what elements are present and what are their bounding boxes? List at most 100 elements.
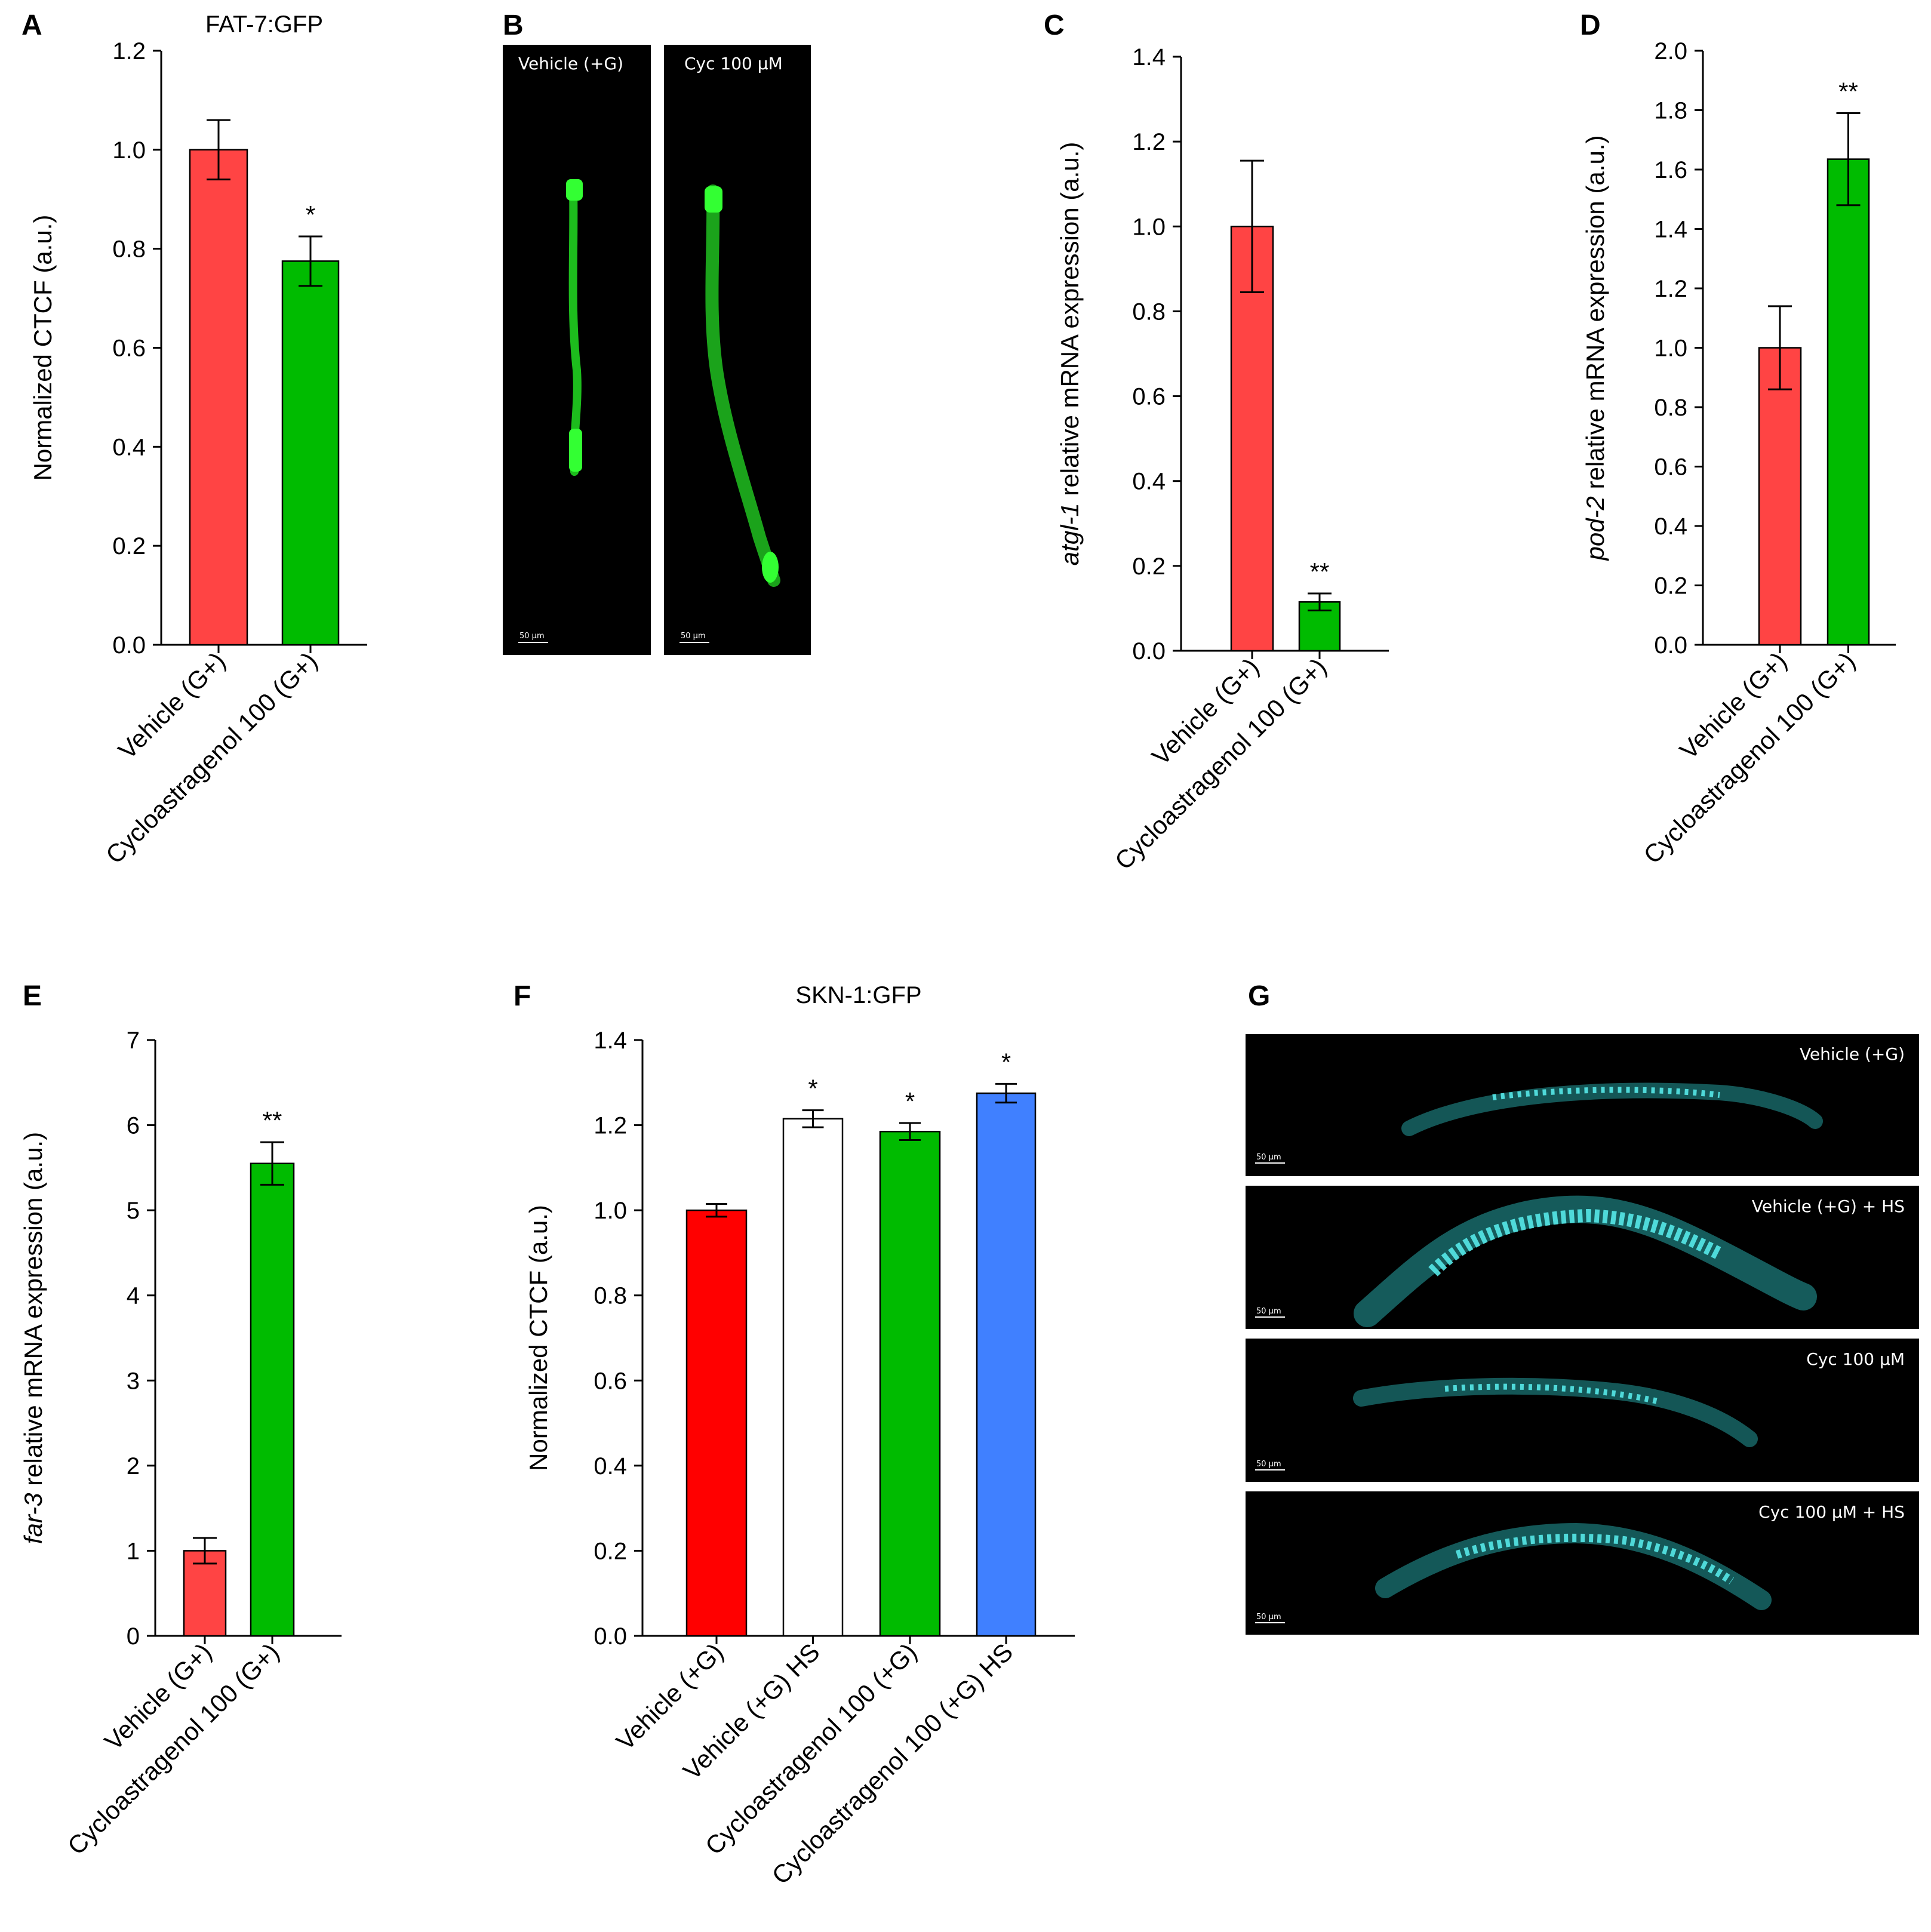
bar-f-1: [685, 1209, 748, 1637]
y-tick-label-a: 1.2: [112, 38, 146, 64]
worm-gfp-cyc: [705, 184, 780, 587]
chart-panel-d: 0.0 0.2 0.4 0.6 0.8 1.0 1.2 1.4 1.6 1.8 2.0 pod-2 r…: [1581, 38, 1896, 869]
scale-bar-label: 50 µm: [681, 632, 706, 641]
scale-bar-label: 50 µm: [1256, 1307, 1281, 1316]
micrograph-b-cyc: Cyc 100 µM 50 µm: [664, 45, 811, 655]
bar-a-2: [281, 260, 340, 646]
y-axis-label-c: atgl-1 relative mRNA expression (a.u.): [1056, 142, 1084, 566]
chart-panel-c: 0.0 0.2 0.4 0.6 0.8 1.0 1.2 1.4 atgl-1 relative …: [1056, 44, 1389, 875]
y-tick-label-f: 1.0: [594, 1198, 627, 1224]
micrograph-g-cyc: Cyc 100 µM 50 µm: [1246, 1339, 1919, 1482]
y-tick-label-f: 0.6: [594, 1368, 627, 1394]
y-tick-label-d: 1.6: [1654, 157, 1687, 183]
y-tick-label-c: 0.2: [1132, 553, 1166, 580]
y-tick-label-d: 1.2: [1654, 276, 1687, 302]
micrograph-g-caption-4: Cyc 100 µM + HS: [1758, 1502, 1905, 1522]
y-tick-label-c: 0.6: [1132, 384, 1166, 410]
micrograph-g-caption-2: Vehicle (+G) + HS: [1752, 1196, 1905, 1216]
y-tick-label-d: 0.2: [1654, 573, 1687, 599]
y-tick-label-d: 0.0: [1654, 632, 1687, 659]
y-axis-label-a: Normalized CTCF (a.u.): [29, 215, 57, 481]
y-tick-label-a: 1.0: [112, 137, 146, 164]
y-tick-label-d: 1.0: [1654, 336, 1687, 362]
y-axis-label-text-c: relative mRNA expression (a.u.): [1056, 142, 1084, 503]
significance-f-4: *: [1001, 1048, 1011, 1076]
y-axis-label-d: pod-2 relative mRNA expression (a.u.): [1581, 136, 1609, 562]
significance-c-2: **: [1310, 558, 1330, 586]
y-tick-label-f: 0.8: [594, 1283, 627, 1309]
panel-letter-e: E: [23, 980, 42, 1012]
y-tick-label-e: 3: [127, 1368, 140, 1394]
bar-f-4: [976, 1092, 1037, 1637]
y-axis-label-gene-e: far-3: [19, 1493, 47, 1544]
micrograph-b-vehicle: Vehicle (+G) 50 µm: [503, 45, 651, 655]
significance-f-3: *: [905, 1087, 915, 1115]
bar-f-3: [879, 1131, 941, 1637]
scale-bar-label: 50 µm: [1256, 1613, 1281, 1622]
y-tick-label-c: 0.8: [1132, 299, 1166, 325]
bar-f-2: [782, 1118, 844, 1637]
y-tick-label-d: 1.8: [1654, 98, 1687, 124]
y-tick-label-a: 0.8: [112, 236, 146, 263]
bar-e-1: [183, 1550, 227, 1637]
scale-bar-label: 50 µm: [1256, 1460, 1281, 1469]
panel-letter-g: G: [1248, 980, 1270, 1012]
micrograph-g-caption-3: Cyc 100 µM: [1806, 1349, 1905, 1369]
y-tick-label-e: 1: [127, 1538, 140, 1564]
y-tick-label-c: 1.4: [1132, 44, 1166, 70]
y-tick-label-c: 0.4: [1132, 469, 1166, 495]
bar-d-2: [1827, 158, 1870, 646]
micrograph-g-vehicle-hs: Vehicle (+G) + HS 50 µm: [1246, 1186, 1919, 1329]
bar-c-1: [1230, 226, 1274, 652]
micrograph-b-vehicle-caption: Vehicle (+G): [518, 54, 623, 73]
y-tick-label-f: 0.0: [594, 1623, 627, 1650]
y-tick-label-e: 5: [127, 1198, 140, 1224]
y-tick-label-e: 6: [127, 1113, 140, 1139]
y-tick-label-f: 0.2: [594, 1538, 627, 1564]
y-axis-label-gene-c: atgl-1: [1056, 503, 1084, 565]
y-tick-label-d: 0.8: [1654, 395, 1687, 421]
y-tick-label-a: 0.4: [112, 434, 146, 460]
scale-bar-label: 50 µm: [1256, 1153, 1281, 1162]
micrograph-b-cyc-caption: Cyc 100 µM: [684, 54, 783, 73]
micrograph-g-cyc-hs: Cyc 100 µM + HS 50 µm: [1246, 1491, 1919, 1635]
worm-cyan-4: [1375, 1522, 1772, 1610]
chart-panel-a: FAT-7:GFP 0.0 0.2 0.4 0.6 0.8 1.0 1.2 Normalized…: [29, 11, 367, 869]
y-axis-label-text-e: relative mRNA expression (a.u.): [19, 1132, 47, 1493]
panel-letter-a: A: [21, 10, 42, 41]
chart-title-f: SKN-1:GFP: [795, 982, 921, 1008]
y-tick-label-c: 1.0: [1132, 214, 1166, 240]
y-tick-label-a: 0.0: [112, 632, 146, 659]
panel-letter-c: C: [1044, 10, 1065, 41]
y-tick-label-e: 7: [127, 1027, 140, 1054]
chart-panel-f: SKN-1:GFP 0.0 0.2 0.4 0.6 0.8 1.0 1.2 1.4 Normali…: [524, 982, 1075, 1890]
y-tick-label-c: 1.2: [1132, 129, 1166, 155]
y-tick-label-d: 2.0: [1654, 38, 1687, 64]
significance-d-2: **: [1838, 77, 1858, 105]
chart-title-a: FAT-7:GFP: [205, 11, 323, 38]
y-tick-label-f: 1.4: [594, 1027, 627, 1054]
y-tick-label-e: 2: [127, 1453, 140, 1479]
worm-cyan-1: [1401, 1082, 1823, 1136]
scale-bar-label: 50 µm: [519, 632, 545, 641]
chart-panel-e: 0 1 2 3 4 5 6 7 far-3 relative mRNA expression (…: [19, 1027, 342, 1860]
panel-letter-f: F: [514, 980, 531, 1012]
significance-e-2: **: [263, 1106, 282, 1134]
significance-a-2: *: [306, 201, 315, 229]
y-axis-label-e: far-3 relative mRNA expression (a.u.): [19, 1132, 47, 1544]
y-tick-label-d: 0.6: [1654, 454, 1687, 481]
significance-f-2: *: [808, 1075, 817, 1103]
micrograph-g-caption-1: Vehicle (+G): [1800, 1044, 1905, 1064]
bar-d-1: [1758, 347, 1802, 646]
bar-e-2: [250, 1162, 295, 1637]
bar-a-1: [189, 149, 248, 646]
panel-letter-b: B: [503, 10, 524, 41]
panel-letter-d: D: [1580, 10, 1601, 41]
y-axis-label-f: Normalized CTCF (a.u.): [524, 1205, 552, 1471]
y-tick-label-f: 1.2: [594, 1113, 627, 1139]
y-tick-label-e: 0: [127, 1623, 140, 1650]
micrograph-g-vehicle: Vehicle (+G) 50 µm: [1246, 1034, 1919, 1176]
y-tick-label-d: 0.4: [1654, 513, 1687, 540]
y-axis-label-text-d: relative mRNA expression (a.u.): [1581, 136, 1609, 497]
